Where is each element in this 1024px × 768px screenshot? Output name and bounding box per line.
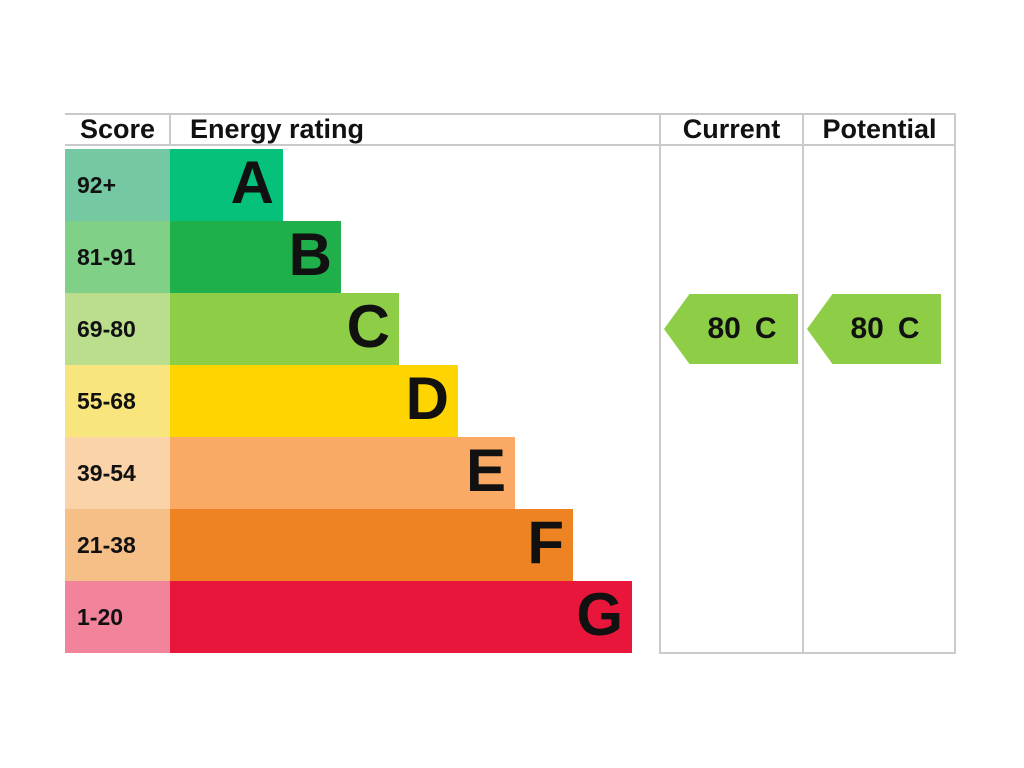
band-letter: E (465, 437, 506, 504)
band-row: 1-20 G (65, 581, 956, 653)
band-score-label: 39-54 (77, 459, 136, 486)
band-row: 92+ A (65, 149, 956, 221)
header-energy-rating: Energy rating (190, 114, 365, 144)
band-letter: G (576, 581, 623, 648)
band-score-cell: 92+ (65, 149, 170, 221)
header-potential: Potential (822, 114, 937, 144)
table-right-border (954, 113, 956, 654)
band-letter: C (346, 293, 390, 360)
divider-energy-current (659, 113, 661, 654)
band-score-label: 1-20 (77, 603, 124, 630)
band-bar: B (170, 221, 341, 293)
header-row: Score Energy rating Current Potential (65, 113, 956, 146)
potential-rating-letter: C (897, 312, 920, 345)
band-letter: B (288, 221, 332, 288)
current-rating-value: 80 (707, 312, 741, 345)
band-score-label: 92+ (77, 171, 117, 198)
band-row: 39-54 E (65, 437, 956, 509)
band-row: 81-91 B (65, 221, 956, 293)
table-bottom-border (659, 652, 956, 654)
band-score-cell: 81-91 (65, 221, 170, 293)
current-rating-letter: C (754, 312, 777, 345)
band-row: 69-80 C (65, 293, 956, 365)
band-score-cell: 69-80 (65, 293, 170, 365)
band-bar: A (170, 149, 283, 221)
band-letter: D (405, 365, 449, 432)
epc-table: Score Energy rating Current Potential 92… (65, 113, 956, 654)
band-bar: G (170, 581, 632, 653)
band-score-label: 81-91 (77, 243, 136, 270)
potential-rating-arrow: 80 C (807, 294, 941, 364)
divider-score-energy (169, 113, 171, 146)
band-score-cell: 21-38 (65, 509, 170, 581)
header-current: Current (682, 114, 781, 144)
epc-rows: 92+ A 81-91 B 69-80 C 55-68 D 39-54 (65, 149, 956, 653)
band-letter: A (230, 149, 274, 216)
band-row: 55-68 D (65, 365, 956, 437)
band-row: 21-38 F (65, 509, 956, 581)
band-score-cell: 55-68 (65, 365, 170, 437)
band-letter: F (527, 509, 564, 576)
band-score-label: 69-80 (77, 315, 136, 342)
header-score: Score (79, 114, 156, 144)
potential-rating-value: 80 (850, 312, 884, 345)
band-bar: D (170, 365, 458, 437)
band-score-cell: 39-54 (65, 437, 170, 509)
band-score-label: 55-68 (77, 387, 136, 414)
current-rating-arrow: 80 C (664, 294, 798, 364)
band-bar: C (170, 293, 399, 365)
band-score-label: 21-38 (77, 531, 136, 558)
band-bar: E (170, 437, 515, 509)
band-score-cell: 1-20 (65, 581, 170, 653)
divider-current-potential (802, 113, 804, 654)
band-bar: F (170, 509, 573, 581)
